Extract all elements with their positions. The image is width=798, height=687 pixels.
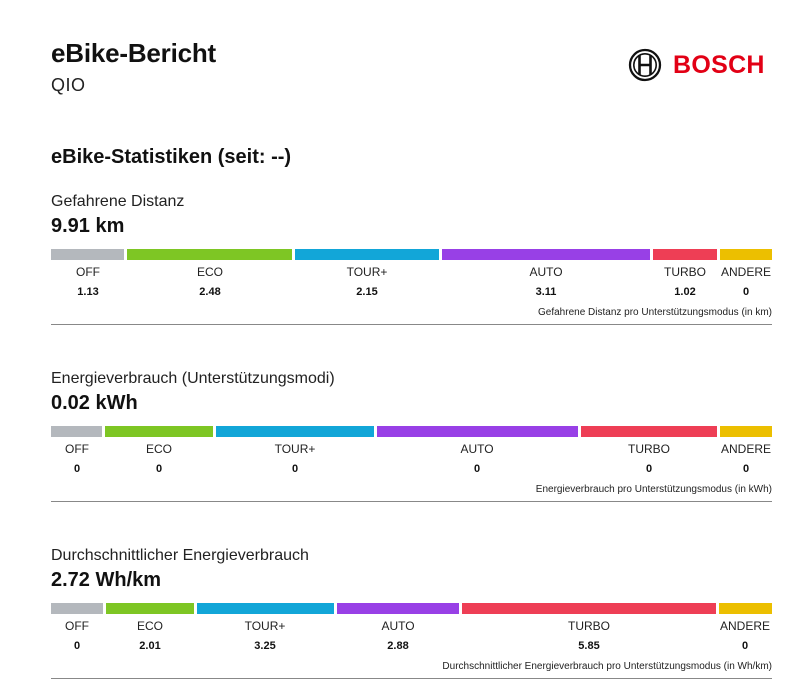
bosch-wordmark: BOSCH (673, 50, 765, 79)
mode-distribution-bar (51, 249, 772, 260)
bar-caption: Energieverbrauch pro Unterstützungsmodus… (535, 484, 772, 495)
mode-label-andere: ANDERE (720, 442, 772, 456)
mode-value-off: 1.13 (77, 286, 99, 298)
mode-value-turbo: 1.02 (674, 286, 696, 298)
bosch-armature-icon (628, 48, 662, 82)
stat-value: 9.91 km (51, 215, 125, 237)
mode-label-eco: ECO (196, 265, 224, 279)
bar-segment-off (51, 426, 102, 437)
mode-distribution-bar (51, 426, 772, 437)
mode-value-off: 0 (73, 463, 81, 475)
mode-label-turbo: TURBO (628, 442, 670, 456)
mode-label-auto: AUTO (529, 265, 563, 279)
mode-value-auto: 3.11 (535, 286, 557, 298)
mode-value-auto: 2.88 (387, 640, 409, 652)
mode-value-off: 0 (73, 640, 81, 652)
stat-distance: Gefahrene Distanz 9.91 km OFF ECO TOUR+ … (51, 192, 772, 326)
mode-value-turbo: 0 (645, 463, 653, 475)
mode-value-tour: 3.25 (254, 640, 276, 652)
mode-value-andere: 0 (741, 640, 749, 652)
mode-value-andere: 0 (742, 286, 750, 298)
stat-label: Durchschnittlicher Energieverbrauch (51, 547, 309, 564)
mode-label-off: OFF (76, 265, 100, 279)
bar-segment-eco (106, 603, 194, 614)
bar-segment-turbo (462, 603, 716, 614)
bar-caption: Gefahrene Distanz pro Unterstützungsmodu… (538, 307, 772, 318)
mode-label-turbo: TURBO (568, 619, 610, 633)
mode-label-off: OFF (65, 619, 89, 633)
mode-label-andere: ANDERE (720, 265, 772, 279)
mode-value-turbo: 5.85 (578, 640, 600, 652)
bar-segment-auto (442, 249, 650, 260)
bar-segment-auto (377, 426, 578, 437)
bar-segment-eco (105, 426, 213, 437)
report-title: eBike-Bericht (51, 38, 217, 68)
mode-label-tour: TOUR+ (346, 265, 388, 279)
stat-label: Gefahrene Distanz (51, 193, 185, 210)
bar-segment-tour (295, 249, 439, 260)
bar-segment-tour (216, 426, 374, 437)
stat-value: 2.72 Wh/km (51, 569, 162, 591)
mode-label-eco: ECO (145, 442, 173, 456)
bar-segment-andere (720, 249, 772, 260)
section-divider (51, 678, 772, 679)
mode-label-auto: AUTO (381, 619, 415, 633)
bar-segment-auto (337, 603, 459, 614)
mode-label-auto: AUTO (460, 442, 494, 456)
bar-segment-off (51, 603, 103, 614)
bar-segment-andere (719, 603, 772, 614)
mode-label-off: OFF (65, 442, 89, 456)
stat-label: Energieverbrauch (Unterstützungsmodi) (51, 370, 335, 387)
bar-segment-andere (720, 426, 772, 437)
bar-segment-off (51, 249, 124, 260)
mode-label-andere: ANDERE (719, 619, 771, 633)
bar-segment-eco (127, 249, 292, 260)
mode-label-turbo: TURBO (664, 265, 706, 279)
mode-label-eco: ECO (136, 619, 164, 633)
mode-value-eco: 0 (155, 463, 163, 475)
bar-segment-tour (197, 603, 334, 614)
bar-segment-turbo (581, 426, 717, 437)
mode-value-andere: 0 (742, 463, 750, 475)
mode-distribution-bar (51, 603, 772, 614)
bike-model: QIO (51, 75, 86, 95)
mode-value-tour: 2.15 (356, 286, 378, 298)
section-title: eBike-Statistiken (seit: --) (51, 146, 292, 168)
bosch-logo: BOSCH (628, 48, 765, 82)
bar-segment-turbo (653, 249, 717, 260)
mode-label-tour: TOUR+ (244, 619, 286, 633)
mode-value-auto: 0 (473, 463, 481, 475)
section-divider (51, 501, 772, 502)
stat-avg-energy: Durchschnittlicher Energieverbrauch 2.72… (51, 546, 772, 680)
mode-value-eco: 2.01 (139, 640, 161, 652)
stat-value: 0.02 kWh (51, 392, 138, 414)
mode-value-tour: 0 (291, 463, 299, 475)
mode-label-tour: TOUR+ (274, 442, 316, 456)
mode-value-eco: 2.48 (199, 286, 221, 298)
stat-energy: Energieverbrauch (Unterstützungsmodi) 0.… (51, 369, 772, 503)
section-divider (51, 324, 772, 325)
bar-caption: Durchschnittlicher Energieverbrauch pro … (442, 661, 772, 672)
